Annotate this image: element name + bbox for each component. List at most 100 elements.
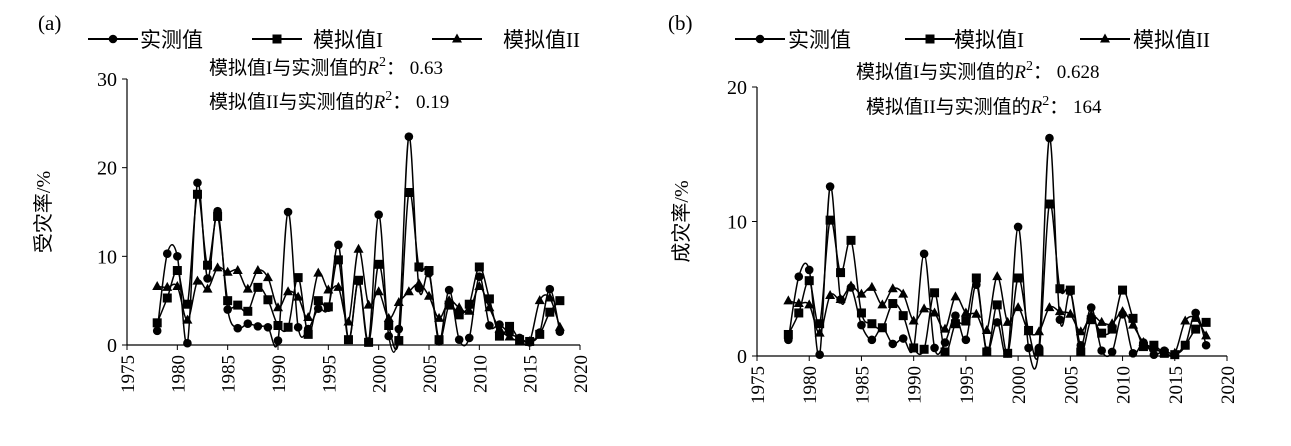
data-point <box>1191 324 1201 334</box>
data-point <box>252 265 263 275</box>
data-point <box>323 284 334 294</box>
data-point <box>825 182 835 191</box>
data-point <box>1180 340 1190 350</box>
data-point <box>1086 315 1096 325</box>
data-point <box>1096 316 1107 326</box>
data-point <box>555 296 565 306</box>
data-point <box>182 299 192 309</box>
data-point <box>303 329 313 339</box>
data-point <box>1034 326 1044 336</box>
data-point <box>242 283 253 293</box>
data-point <box>162 281 173 291</box>
x-tick-label: 1995 <box>957 366 978 404</box>
data-point <box>394 324 404 334</box>
data-point <box>1149 350 1159 359</box>
data-point <box>1201 330 1212 340</box>
data-point <box>1034 347 1044 357</box>
data-point <box>424 290 434 300</box>
x-tick-label: 1990 <box>269 355 290 393</box>
data-point <box>971 308 982 318</box>
data-point <box>1148 342 1159 352</box>
data-point <box>424 266 434 276</box>
data-point <box>504 331 515 341</box>
data-point <box>1107 347 1117 357</box>
data-point <box>474 280 485 290</box>
data-point <box>534 295 545 305</box>
x-tick-label: 1975 <box>748 366 769 404</box>
data-point <box>474 262 484 272</box>
data-point <box>981 324 992 334</box>
data-point <box>908 315 919 325</box>
data-point <box>293 291 304 301</box>
panel-label: (b) <box>668 11 693 35</box>
data-point <box>343 316 354 326</box>
data-point <box>1138 337 1149 347</box>
data-point <box>846 280 856 290</box>
y-tick-label: 30 <box>97 69 117 91</box>
legend-label: 模拟值I <box>954 28 1024 52</box>
data-point <box>454 302 465 312</box>
data-point <box>1044 199 1054 209</box>
x-tick-label: 1975 <box>118 355 139 393</box>
data-point <box>303 312 314 322</box>
data-point <box>992 318 1002 327</box>
data-point <box>243 306 253 316</box>
legend-label: 实测值 <box>140 28 203 52</box>
r2-annotation: 模拟值II与实测值的R2： 0.19 <box>209 89 449 113</box>
y-tick-label: 10 <box>97 246 117 268</box>
data-point <box>930 288 940 298</box>
data-point <box>846 235 856 245</box>
data-point <box>283 286 294 296</box>
data-point <box>232 265 243 275</box>
data-point <box>940 347 950 357</box>
data-point <box>202 283 213 293</box>
data-point <box>403 286 414 296</box>
legend-label: 实测值 <box>788 28 851 52</box>
panel-a: (a) 实测值 模拟值I 模拟值II 模拟值I与实测值的R2： 0.63 模拟值II与实测… <box>32 11 592 393</box>
data-point <box>162 249 172 258</box>
data-point <box>505 321 515 331</box>
data-point <box>524 335 535 345</box>
x-tick-label: 2000 <box>1009 366 1030 404</box>
data-point <box>444 285 454 295</box>
legend-marker <box>1100 33 1110 43</box>
data-point <box>950 291 961 301</box>
data-point <box>152 326 162 336</box>
data-point <box>475 272 484 282</box>
data-point <box>554 321 565 331</box>
data-point <box>804 299 815 309</box>
data-point <box>353 243 364 253</box>
data-point <box>222 266 233 276</box>
data-point <box>374 259 384 269</box>
data-point <box>273 320 283 330</box>
x-tick-label: 2015 <box>521 355 542 393</box>
data-point <box>992 300 1002 310</box>
data-point <box>961 335 971 345</box>
data-point <box>454 335 464 344</box>
y-tick-label: 0 <box>737 346 747 368</box>
legend-label: 模拟值I <box>313 28 383 52</box>
data-point <box>223 296 233 306</box>
data-point <box>545 307 555 317</box>
x-tick-label: 1985 <box>852 366 873 404</box>
data-point <box>404 132 414 141</box>
data-point <box>1107 318 1118 328</box>
data-point <box>794 272 804 281</box>
data-point <box>1118 285 1128 295</box>
data-point <box>1097 346 1106 355</box>
data-point <box>1138 342 1148 352</box>
data-point <box>919 249 929 259</box>
data-point <box>793 298 804 308</box>
data-point <box>293 273 303 283</box>
data-point <box>898 288 909 298</box>
data-point <box>856 308 866 318</box>
data-point <box>1190 312 1201 322</box>
data-point <box>434 335 444 345</box>
data-point <box>887 283 898 293</box>
data-point <box>283 207 293 217</box>
legend-marker <box>755 34 765 44</box>
data-point <box>919 344 929 354</box>
data-point <box>334 240 343 250</box>
data-point <box>1201 317 1211 327</box>
